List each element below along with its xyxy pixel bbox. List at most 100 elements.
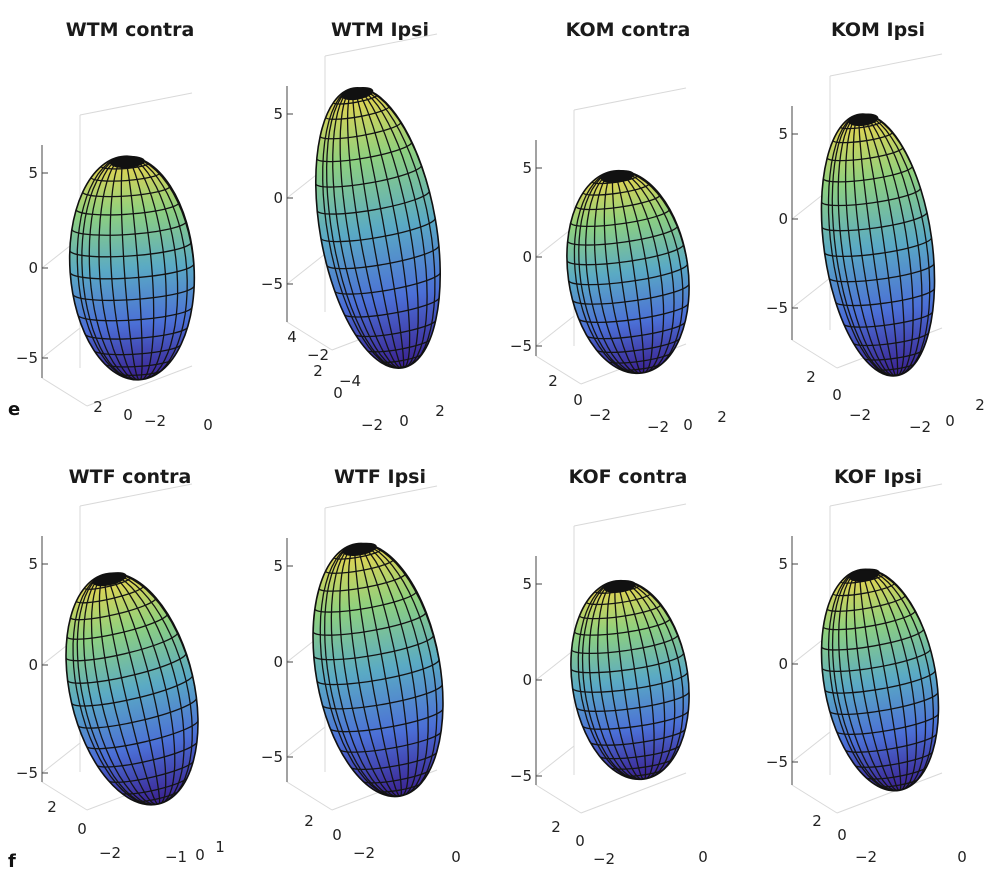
mesh-longitude-line: [616, 580, 676, 780]
mesh-latitude-line: [826, 595, 906, 612]
mesh-longitude-line: [615, 580, 655, 780]
mesh-latitude-line: [334, 272, 441, 295]
z-tick-label: 5: [28, 164, 38, 182]
mesh-latitude-line: [69, 263, 195, 280]
mesh-longitude-line: [330, 543, 401, 798]
mesh-latitude-line: [361, 768, 432, 784]
mesh-longitude-line: [319, 543, 401, 798]
x-tick-label: 0: [683, 416, 693, 434]
z-tick-label: 0: [778, 210, 788, 228]
ellipsoid-panel: WTM contra 5 0 −5 2 0 −2 0: [16, 19, 213, 434]
z-tick-label: −5: [766, 753, 788, 771]
y-tick-label: −2: [589, 406, 611, 424]
y-tick-label: 0: [333, 384, 343, 402]
mesh-latitude-line: [338, 730, 442, 753]
mesh-longitude-line: [355, 543, 438, 797]
mesh-longitude-line: [72, 573, 159, 806]
mesh-longitude-line: [597, 580, 645, 781]
mesh-longitude-line: [860, 569, 909, 791]
axis-gridline: [286, 253, 326, 285]
y-tick-label: −2: [855, 848, 877, 866]
mesh-latitude-line: [93, 343, 182, 356]
y-tick-label: 2: [812, 812, 822, 830]
z-tick-label: 5: [778, 555, 788, 573]
mesh-longitude-line: [844, 113, 897, 377]
mesh-latitude-line: [570, 634, 679, 655]
ellipsoid-outline: [312, 542, 444, 798]
axis-gridline: [535, 649, 575, 681]
mesh-longitude-line: [98, 155, 140, 381]
mesh-longitude-line: [831, 569, 900, 792]
mesh-latitude-line: [575, 691, 690, 712]
ellipsoid-outline: [68, 155, 196, 381]
axis-gridline: [791, 784, 838, 814]
mesh-longitude-line: [613, 170, 645, 374]
y-tick-label: 2: [548, 372, 558, 390]
mesh-latitude-line: [567, 263, 689, 286]
x-tick-label: −2: [909, 418, 931, 436]
mesh-longitude-line: [577, 580, 644, 781]
z-tick-label: 5: [778, 125, 788, 143]
axis-gridline: [41, 742, 81, 774]
panel-title: WTF Ipsi: [334, 466, 426, 488]
mesh-longitude-line: [104, 573, 161, 805]
mesh-latitude-line: [321, 683, 443, 710]
panel-title: WTM contra: [66, 19, 195, 41]
x-tick-label: −2: [647, 418, 669, 436]
z-tick-label: −5: [16, 764, 38, 782]
y-tick-label: 0: [332, 826, 342, 844]
mesh-latitude-line: [585, 321, 686, 340]
axis-gridline: [86, 365, 193, 407]
mesh-longitude-line: [852, 113, 897, 377]
z-tick-label: 0: [273, 189, 283, 207]
ellipsoid-outline: [820, 113, 936, 377]
x-tick-label: −2: [361, 416, 383, 434]
z-tick-label: −5: [510, 767, 532, 785]
mesh-longitude-line: [588, 580, 644, 781]
axis-gridline: [535, 315, 575, 347]
mesh-latitude-line: [69, 241, 192, 258]
mesh-latitude-line: [84, 326, 189, 340]
y-tick-label: −2: [849, 406, 871, 424]
ellipsoid-outline: [566, 169, 690, 375]
panel-title: KOF contra: [569, 466, 688, 488]
panel-letter-f: f: [8, 851, 16, 872]
mesh-longitude-line: [353, 87, 428, 369]
axis-gridline: [535, 226, 575, 258]
mesh-longitude-line: [859, 113, 899, 377]
z-tick-label: −5: [510, 337, 532, 355]
z-tick-label: 5: [273, 105, 283, 123]
mesh-longitude-line: [354, 543, 401, 798]
y-tick-label: 2: [47, 798, 57, 816]
x-tick-label: 1: [215, 838, 225, 856]
y-tick-label: −4: [339, 372, 361, 390]
mesh-longitude-line: [76, 573, 159, 806]
mesh-latitude-line: [316, 141, 413, 163]
mesh-longitude-line: [353, 87, 411, 369]
mesh-latitude-line: [832, 131, 894, 144]
mesh-longitude-line: [120, 155, 140, 381]
mesh-latitude-line: [573, 618, 671, 636]
axis-gridline: [324, 33, 438, 57]
mesh-latitude-line: [326, 245, 440, 270]
x-tick-label: 0: [698, 848, 708, 866]
ellipsoid-outline: [820, 568, 940, 792]
mesh-longitude-line: [355, 543, 429, 797]
axis-gridline: [286, 726, 326, 758]
axis-gridline: [41, 377, 88, 407]
z-tick-label: 0: [28, 656, 38, 674]
ellipsoid-cap: [849, 568, 881, 582]
panel-title: KOM contra: [566, 19, 691, 41]
axis-gridline: [580, 772, 687, 814]
y-tick-label: −2: [353, 844, 375, 862]
ellipsoid-cap: [848, 113, 879, 127]
mesh-longitude-line: [353, 87, 419, 369]
mesh-longitude-line: [611, 170, 643, 375]
mesh-longitude-line: [603, 170, 643, 375]
mesh-latitude-line: [312, 611, 427, 636]
axis-gridline: [286, 781, 333, 811]
axis-gridline: [324, 485, 438, 509]
mesh-longitude-line: [581, 580, 644, 781]
